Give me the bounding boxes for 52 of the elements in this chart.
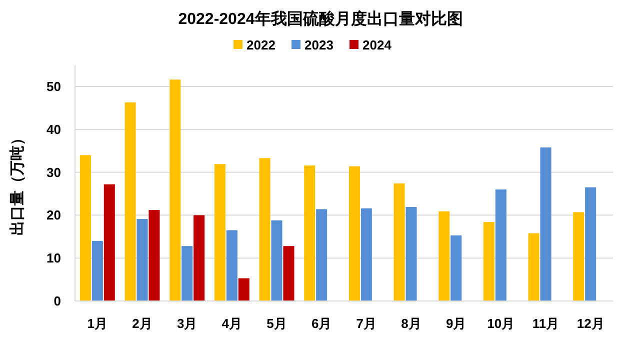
bar [182,246,193,301]
x-tick-label: 7月 [356,316,377,331]
bar [483,222,494,301]
bar [438,211,450,301]
y-tick-label: 0 [54,294,61,309]
bar [80,155,91,301]
bar [283,246,294,301]
bar [259,158,270,301]
y-tick-label: 40 [46,122,61,137]
bar [495,189,506,301]
x-tick-label: 2月 [132,316,152,331]
y-tick-label: 30 [46,164,61,180]
x-tick-label: 11月 [532,316,560,331]
bar [406,207,417,301]
bar [540,147,552,301]
bar [226,230,238,301]
bar [348,166,360,301]
bar [528,233,540,301]
x-tick-label: 8月 [401,316,422,331]
y-tick-label: 50 [46,79,61,94]
bar [450,235,462,301]
legend-label: 2024 [362,38,392,53]
chart-title: 2022-2024年我国硫酸月度出口量对比图 [178,9,463,28]
bar [394,183,405,301]
bar [104,184,115,301]
y-axis-title: 出口量（万吨） [9,130,26,236]
bar [170,80,181,301]
y-tick-label: 20 [46,208,61,223]
x-tick-label: 1月 [87,316,108,331]
x-tick-label: 6月 [311,316,332,331]
bar [271,220,282,301]
bar [136,219,148,301]
bar [238,278,250,301]
bar [214,164,226,301]
legend-label: 2023 [304,38,334,53]
bar [360,208,372,301]
bar [92,240,103,301]
bar [316,209,328,301]
x-tick-label: 10月 [487,316,515,331]
bar [304,165,316,301]
x-tick-label: 12月 [576,316,604,331]
legend-label: 2022 [246,38,276,53]
bar [124,102,136,301]
x-tick-label: 4月 [222,316,242,331]
x-tick-label: 3月 [176,316,198,331]
y-tick-label: 10 [46,250,61,266]
bar [194,215,205,301]
bar [148,210,160,301]
bar [585,187,596,301]
x-tick-label: 5月 [266,316,287,331]
x-tick-label: 9月 [446,316,466,331]
bar [573,212,584,301]
